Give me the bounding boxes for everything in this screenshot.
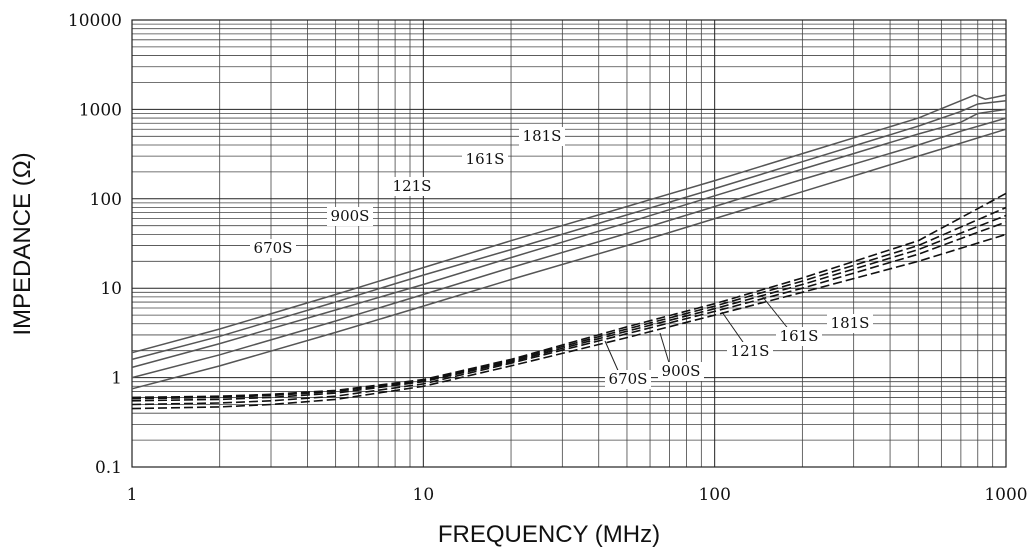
label-box-dashed-161S bbox=[776, 327, 822, 346]
y-tick-label: 10 bbox=[100, 279, 122, 299]
label-box-dashed-181S bbox=[827, 314, 873, 333]
series-label-dashed-900S: 900S bbox=[662, 362, 701, 380]
series-line-solid-670S bbox=[131, 128, 1007, 390]
x-tick-label: 1000 bbox=[984, 485, 1027, 505]
label-box-solid-181S bbox=[519, 127, 565, 146]
series-label-dashed-121S: 121S bbox=[731, 342, 770, 360]
series-line-solid-181S bbox=[131, 94, 1007, 354]
x-tick-label: 10 bbox=[413, 485, 435, 505]
plot-frame bbox=[131, 19, 1007, 468]
label-box-dashed-670S bbox=[605, 370, 651, 389]
y-tick-label: 10000 bbox=[68, 11, 122, 31]
series-label-solid-121S: 121S bbox=[393, 177, 432, 195]
minor-grid bbox=[132, 20, 1006, 467]
leader-line-670S bbox=[604, 340, 621, 376]
x-tick-labels: 1 10 100 1000 bbox=[127, 485, 1028, 505]
series-line-dashed-121S bbox=[131, 214, 1007, 402]
label-leaders bbox=[604, 295, 791, 376]
series-line-solid-900S bbox=[131, 117, 1007, 379]
label-box-solid-670S bbox=[250, 239, 296, 258]
leader-line-900S bbox=[659, 332, 671, 367]
series-label-dashed-161S: 161S bbox=[780, 327, 819, 345]
label-box-solid-121S bbox=[389, 177, 435, 196]
series-labels: 670S 900S 121S 161S 181S 670S 900S 121S 161S 181S bbox=[250, 127, 873, 389]
series-label-solid-670S: 670S bbox=[254, 239, 293, 257]
label-box-solid-161S bbox=[462, 150, 508, 169]
series-line-solid-121S bbox=[131, 108, 1007, 369]
y-tick-label: 100 bbox=[90, 190, 122, 210]
y-tick-labels: 0.1 1 10 100 1000 10000 bbox=[68, 11, 122, 478]
series-label-dashed-181S: 181S bbox=[831, 314, 870, 332]
leader-line-161S bbox=[761, 295, 791, 332]
label-box-solid-900S bbox=[327, 207, 373, 226]
series-line-dashed-900S bbox=[131, 221, 1007, 406]
x-tick-label: 1 bbox=[127, 485, 138, 505]
series-line-solid-161S bbox=[131, 99, 1007, 361]
series-lines bbox=[131, 94, 1007, 410]
y-tick-label: 0.1 bbox=[95, 458, 122, 478]
series-label-solid-181S: 181S bbox=[523, 127, 562, 145]
leader-line-121S bbox=[721, 311, 746, 346]
x-axis-title: FREQUENCY (MHz) bbox=[438, 521, 660, 548]
y-tick-label: 1 bbox=[111, 369, 122, 389]
series-line-dashed-670S bbox=[131, 233, 1007, 410]
series-line-dashed-161S bbox=[131, 206, 1007, 400]
y-axis-title: IMPEDANCE (Ω) bbox=[9, 152, 36, 335]
label-box-dashed-900S bbox=[658, 362, 704, 381]
x-tick-label: 100 bbox=[698, 485, 730, 505]
y-tick-label: 1000 bbox=[79, 100, 122, 120]
series-line-dashed-181S bbox=[131, 192, 1007, 399]
series-label-dashed-670S: 670S bbox=[609, 370, 648, 388]
label-box-dashed-121S bbox=[727, 342, 773, 361]
series-label-solid-900S: 900S bbox=[331, 207, 370, 225]
series-label-solid-161S: 161S bbox=[466, 150, 505, 168]
